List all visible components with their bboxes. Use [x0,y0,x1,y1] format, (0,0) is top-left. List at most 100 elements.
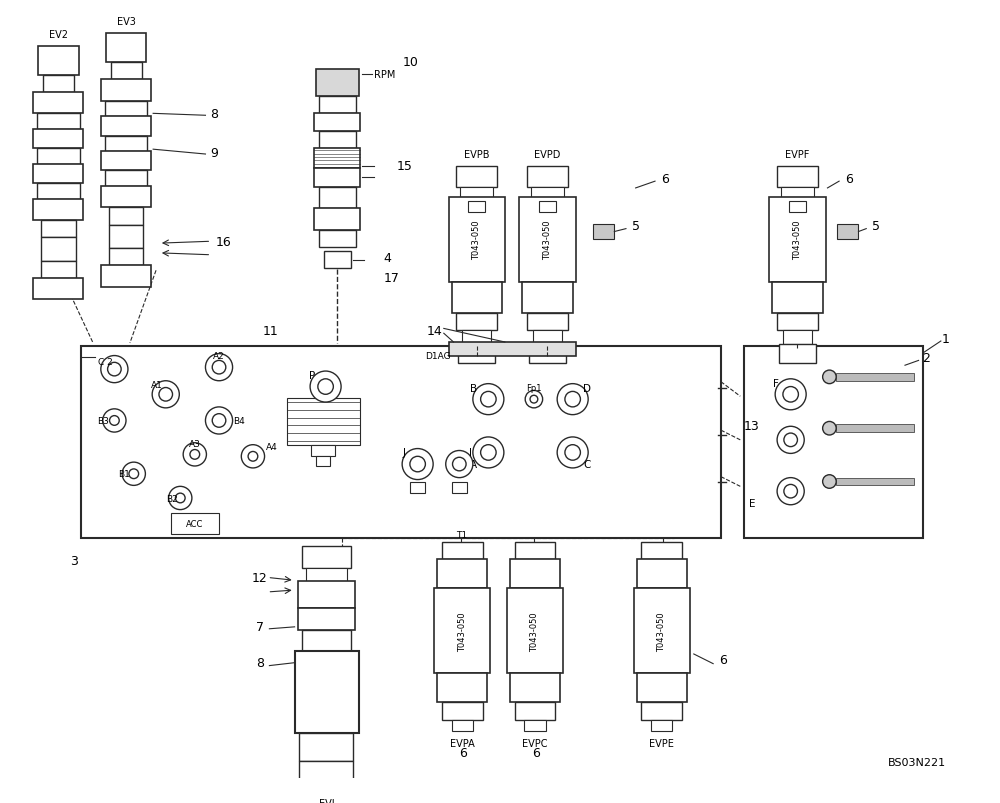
Bar [744,346,923,538]
Bar [442,703,483,720]
Text: 10: 10 [403,55,419,68]
Bar [519,198,576,283]
Bar [299,760,353,788]
Bar [314,114,360,132]
Circle shape [777,478,804,505]
Text: T043-050: T043-050 [458,611,467,650]
Bar [37,114,80,129]
Text: P: P [309,370,315,381]
Bar [109,226,143,249]
Bar [527,166,568,188]
Bar [836,478,914,486]
Text: A4: A4 [266,442,277,451]
Bar [779,344,816,364]
Text: ACC: ACC [186,519,203,528]
Bar [777,166,818,188]
Bar [33,93,83,114]
Bar [314,149,360,169]
Text: 5: 5 [872,220,880,233]
Circle shape [823,475,836,489]
Text: RPM: RPM [374,70,395,79]
Bar [641,542,682,560]
Bar [462,331,491,344]
Text: 8: 8 [210,108,218,120]
Text: B2: B2 [166,495,177,503]
Circle shape [402,449,433,480]
Bar [171,513,219,534]
Text: T1: T1 [456,531,467,540]
Text: 12: 12 [252,571,268,585]
Circle shape [212,414,226,428]
Text: 6: 6 [459,746,467,760]
Text: Fp1: Fp1 [526,384,542,393]
Bar [637,560,687,589]
Text: 6: 6 [661,173,669,185]
Bar [781,188,814,198]
Bar [33,199,83,221]
Bar [41,238,76,261]
Bar [515,703,555,720]
Bar [319,230,356,247]
Circle shape [190,450,200,459]
Text: EVPD: EVPD [534,150,561,160]
Bar [449,343,576,356]
Text: 2: 2 [922,352,930,365]
Circle shape [473,384,504,415]
Circle shape [565,445,580,461]
Bar [109,208,143,226]
Text: A2: A2 [213,352,225,361]
Bar [105,102,147,117]
Text: A3: A3 [189,440,201,449]
Circle shape [557,438,588,468]
Bar [311,445,335,457]
Circle shape [473,438,504,468]
Bar [298,581,355,609]
Text: D1AG: D1AG [425,352,451,361]
Circle shape [212,361,226,374]
Bar [789,202,806,213]
Bar [510,674,560,703]
Text: 13: 13 [744,419,760,432]
Circle shape [410,457,425,472]
Bar [306,568,347,581]
Circle shape [481,445,496,461]
Bar [319,97,356,114]
Circle shape [205,407,233,434]
Text: EVPC: EVPC [522,738,548,748]
Circle shape [784,434,797,447]
Circle shape [152,381,179,409]
Circle shape [453,458,466,471]
Bar [287,398,360,445]
Bar [295,651,359,733]
Bar [442,542,483,560]
Bar [460,188,493,198]
Bar [527,313,568,331]
Circle shape [823,422,836,435]
Text: BS03N221: BS03N221 [888,757,946,768]
Text: B1: B1 [118,470,130,479]
Bar [468,202,485,213]
Bar [593,225,614,240]
Bar [529,344,566,364]
Circle shape [446,451,473,478]
Text: 6: 6 [532,746,540,760]
Text: 9: 9 [210,146,218,159]
Circle shape [183,443,206,467]
Circle shape [122,463,145,486]
Bar [33,165,83,184]
Circle shape [784,485,797,499]
Bar [38,47,79,75]
Bar [510,560,560,589]
Bar [449,198,505,283]
Circle shape [565,392,580,407]
Text: T043-050: T043-050 [657,611,666,650]
Text: EVI: EVI [319,798,334,803]
Circle shape [175,494,185,503]
Bar [314,169,360,188]
Bar [316,457,330,467]
Bar [456,166,497,188]
Text: EV3: EV3 [117,17,135,27]
Bar [319,188,356,209]
Text: 11: 11 [263,324,278,337]
Bar [33,279,83,300]
